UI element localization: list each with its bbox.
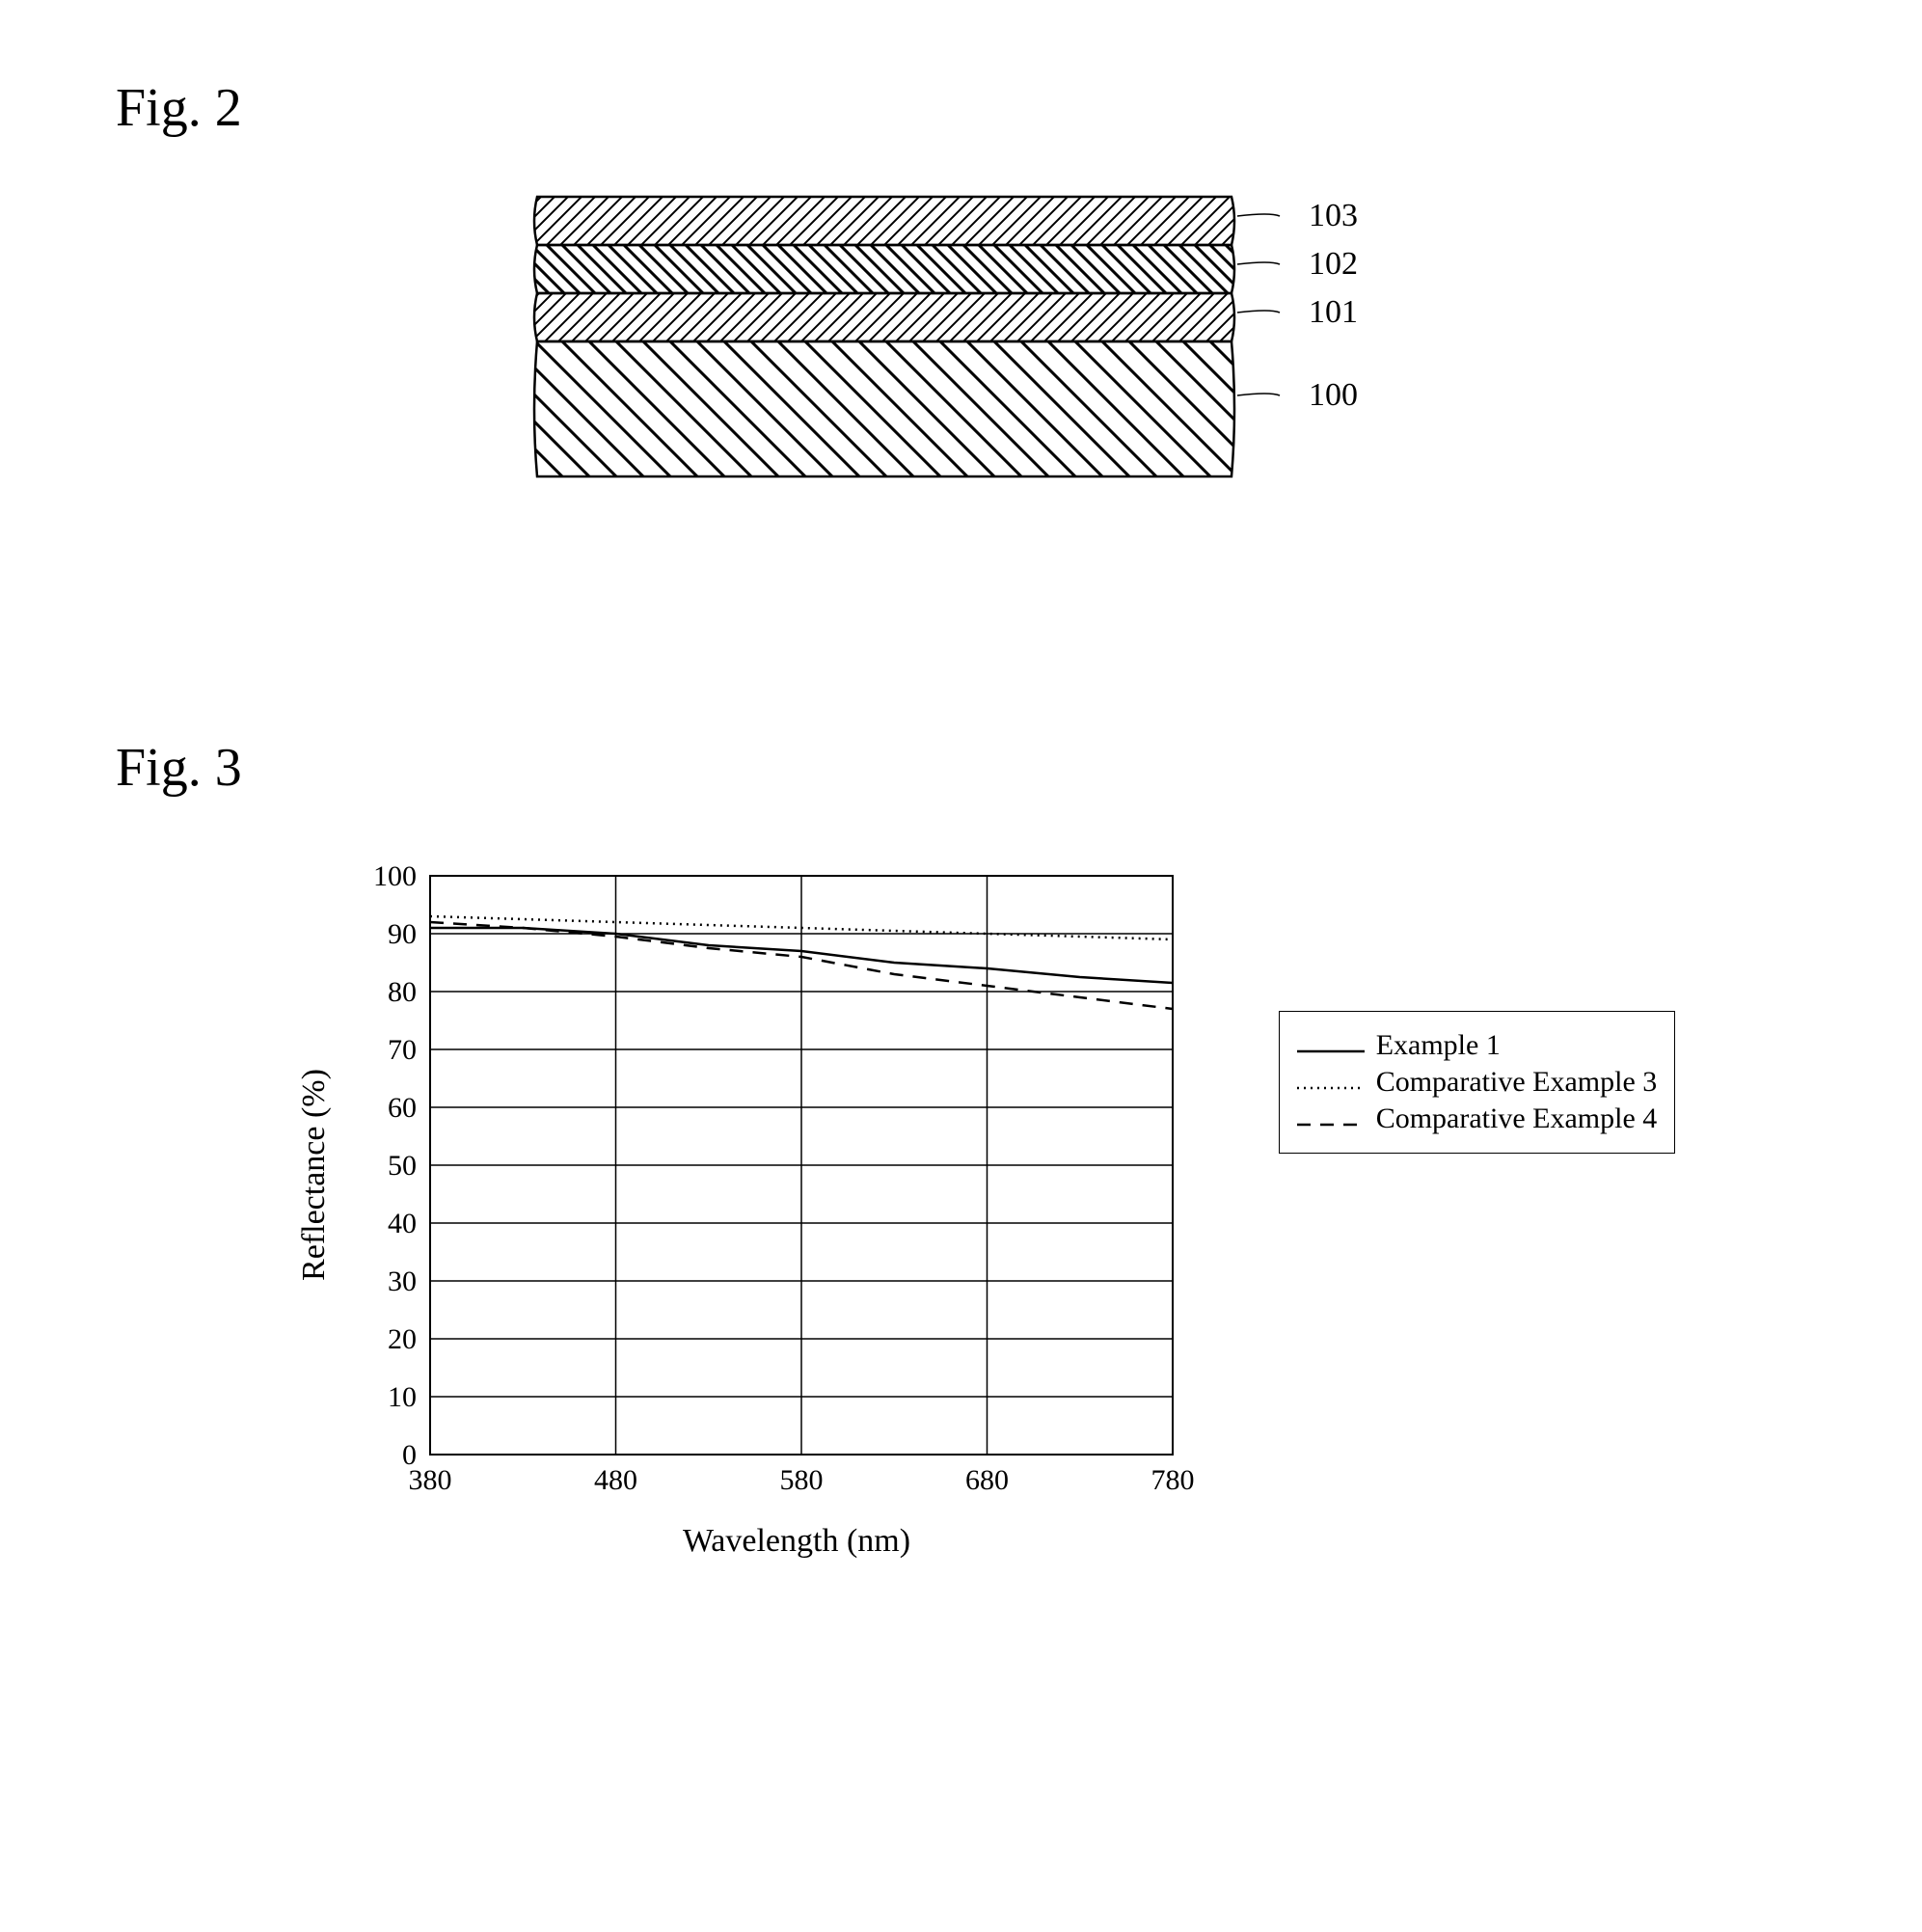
legend-label: Comparative Example 3: [1376, 1066, 1658, 1099]
xtick-label: 480: [594, 1464, 637, 1496]
ytick-label: 50: [388, 1150, 417, 1182]
ytick-label: 100: [373, 860, 417, 892]
ytick-label: 90: [388, 918, 417, 950]
layer-100: [534, 341, 1234, 476]
fig2-svg: 103 102 101 100: [479, 177, 1444, 544]
layer-label-103: 103: [1309, 198, 1358, 233]
layer-label-101: 101: [1309, 294, 1358, 330]
layer-label-102: 102: [1309, 246, 1358, 282]
legend-label: Example 1: [1376, 1029, 1501, 1062]
ytick-label: 30: [388, 1265, 417, 1297]
xtick-label: 780: [1150, 1464, 1194, 1496]
layer-102: [534, 245, 1234, 293]
fig3-chart: Reflectance (%) Wavelength (nm) 38048058…: [154, 837, 1806, 1580]
fig3-svg: Reflectance (%) Wavelength (nm) 38048058…: [285, 837, 1250, 1580]
xtick-label: 680: [965, 1464, 1009, 1496]
legend-row: Comparative Example 4: [1297, 1102, 1658, 1135]
fig2-label: Fig. 2: [116, 77, 1806, 139]
ylabel: Reflectance (%): [296, 1069, 332, 1281]
ytick-label: 40: [388, 1208, 417, 1239]
layer-101: [534, 293, 1234, 341]
ytick-label: 20: [388, 1323, 417, 1355]
layer-103: [534, 197, 1234, 245]
fig3-label: Fig. 3: [116, 737, 1806, 799]
leader-103: [1237, 214, 1280, 216]
xlabel: Wavelength (nm): [683, 1523, 910, 1559]
leader-102: [1237, 262, 1280, 264]
legend: Example 1 Comparative Example 3Comparativ…: [1279, 1011, 1676, 1154]
leader-100: [1237, 394, 1280, 395]
ytick-label: 60: [388, 1092, 417, 1124]
ytick-label: 80: [388, 976, 417, 1008]
legend-label: Comparative Example 4: [1376, 1102, 1658, 1135]
legend-row: Example 1: [1297, 1029, 1658, 1062]
xtick-label: 580: [779, 1464, 823, 1496]
ytick-label: 10: [388, 1381, 417, 1413]
legend-row: Comparative Example 3: [1297, 1066, 1658, 1099]
layer-label-100: 100: [1309, 377, 1358, 413]
leader-101: [1237, 311, 1280, 313]
ytick-label: 0: [402, 1439, 417, 1471]
ytick-label: 70: [388, 1034, 417, 1066]
fig2-diagram: 103 102 101 100: [116, 177, 1806, 544]
